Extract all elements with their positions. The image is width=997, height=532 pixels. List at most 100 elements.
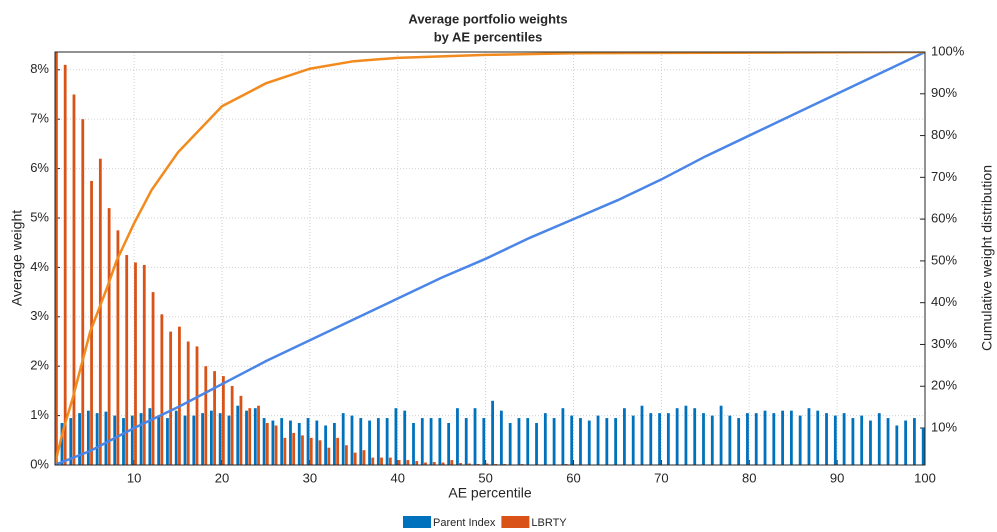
bar [684, 405, 688, 465]
bar [772, 413, 776, 465]
bar [640, 405, 644, 465]
bar [631, 415, 635, 465]
bar [499, 410, 503, 465]
legend-label: Parent Index [433, 517, 496, 529]
bar [230, 385, 234, 465]
bar [116, 230, 120, 465]
bar [921, 427, 925, 465]
y2-tick-label: 30% [931, 336, 957, 351]
bar [280, 418, 284, 465]
y2-tick-label: 100% [931, 43, 965, 58]
bar [450, 460, 454, 465]
bar [666, 413, 670, 465]
bar [380, 457, 383, 465]
bar [456, 408, 459, 465]
bar [913, 418, 916, 465]
bar [623, 408, 626, 465]
y-tick-label: 5% [30, 209, 49, 224]
bar [174, 410, 178, 465]
bar [86, 410, 90, 465]
bar [151, 292, 155, 465]
x-tick-label: 70 [654, 470, 668, 485]
y2-tick-label: 20% [931, 378, 957, 393]
bar [649, 413, 653, 465]
bar [345, 445, 348, 465]
bar [55, 52, 58, 465]
bar [192, 415, 196, 465]
y2-tick-label: 40% [931, 294, 957, 309]
bar [432, 462, 436, 465]
x-axis-label: AE percentile [448, 485, 531, 501]
bar [702, 413, 705, 465]
bar [517, 418, 521, 465]
bar [362, 450, 366, 465]
bar [69, 418, 73, 465]
bar [851, 418, 855, 465]
bar [178, 326, 181, 465]
y2-axis-label: Cumulative weight distribution [979, 165, 995, 351]
bar [301, 435, 304, 465]
y2-tick-label: 60% [931, 211, 957, 226]
bar [166, 418, 169, 465]
bar [438, 418, 442, 465]
bar [482, 418, 486, 465]
bar [253, 408, 257, 465]
bar [201, 413, 204, 465]
bar [160, 314, 164, 465]
bar [441, 462, 445, 465]
bar [447, 423, 451, 465]
bar [614, 418, 618, 465]
bar [98, 158, 102, 465]
bar [570, 415, 574, 465]
x-tick-label: 100 [914, 470, 936, 485]
bar [336, 437, 340, 465]
chart-title: Average portfolio weights [408, 11, 567, 26]
bar [596, 415, 600, 465]
bar [274, 425, 278, 465]
bar [459, 463, 463, 465]
bar [904, 420, 908, 465]
bar [385, 418, 389, 465]
line [55, 52, 925, 464]
legend-label: LBRTY [531, 517, 567, 529]
bar [239, 395, 243, 465]
bar [552, 418, 556, 465]
bar [204, 366, 208, 465]
bar [306, 418, 310, 465]
y2-tick-label: 70% [931, 169, 957, 184]
y-tick-label: 6% [30, 160, 49, 175]
bar [403, 410, 407, 465]
bar [424, 462, 427, 465]
bar [397, 460, 401, 465]
bar [388, 457, 392, 465]
bar [781, 410, 784, 465]
bar [350, 415, 354, 465]
bar [257, 405, 260, 465]
bar [543, 413, 547, 465]
bar [746, 413, 749, 465]
bar [860, 415, 864, 465]
y-tick-label: 3% [30, 308, 49, 323]
bar [95, 413, 99, 465]
x-tick-label: 60 [566, 470, 580, 485]
bar [420, 418, 424, 465]
bar [376, 418, 380, 465]
bar [262, 418, 266, 465]
bar [535, 423, 538, 465]
bar [728, 415, 732, 465]
bar [333, 423, 336, 465]
bar [213, 371, 216, 465]
bar [60, 423, 64, 465]
bar [658, 413, 661, 465]
y-tick-label: 7% [30, 111, 49, 126]
bar [227, 415, 231, 465]
bar [468, 463, 471, 465]
bar [895, 425, 899, 465]
legend-swatch [501, 516, 530, 528]
legend-swatch [403, 516, 431, 528]
bar [341, 413, 345, 465]
bar [464, 418, 468, 465]
bar [72, 94, 76, 465]
x-tick-label: 30 [303, 470, 317, 485]
x-tick-label: 80 [742, 470, 756, 485]
